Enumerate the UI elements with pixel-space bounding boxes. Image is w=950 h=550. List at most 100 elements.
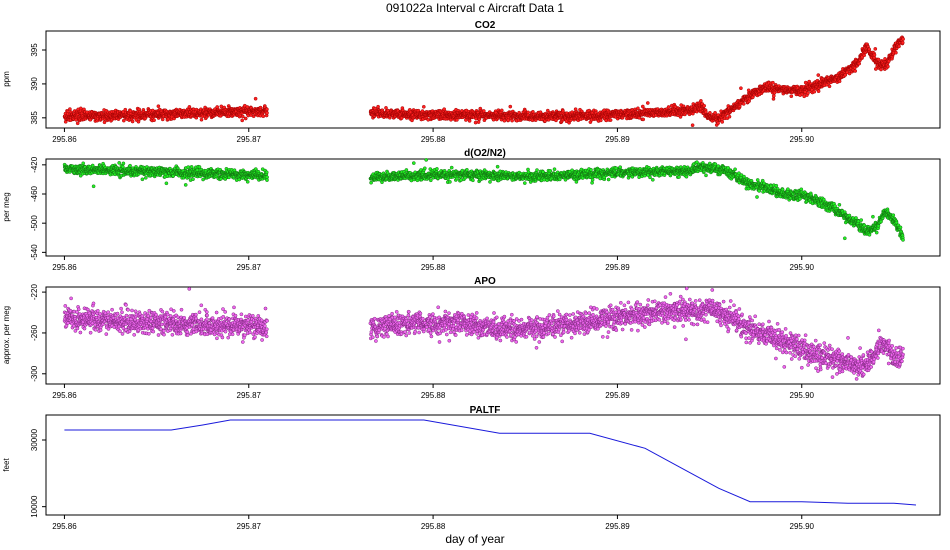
- y-tick-label: -500: [30, 215, 39, 232]
- data-point: [81, 161, 86, 166]
- data-point: [901, 37, 905, 41]
- panel-co2-title: CO2: [475, 20, 496, 31]
- data-point: [699, 99, 703, 103]
- data-point: [713, 110, 717, 115]
- data-point: [123, 107, 128, 112]
- data-point: [199, 117, 204, 122]
- data-point: [448, 180, 452, 184]
- data-point: [421, 104, 426, 109]
- data-point: [873, 47, 878, 51]
- data-point: [91, 184, 96, 189]
- data-point: [557, 177, 562, 182]
- data-point: [739, 86, 743, 91]
- x-tick-label: 295.88: [421, 263, 446, 272]
- data-point: [894, 50, 898, 55]
- data-point: [837, 79, 842, 84]
- data-point: [502, 118, 507, 123]
- data-point: [189, 165, 194, 169]
- data-point: [598, 118, 603, 123]
- data-point: [140, 177, 145, 182]
- data-point: [455, 176, 459, 181]
- data-point: [68, 107, 72, 111]
- data-point: [771, 97, 776, 101]
- data-point: [876, 57, 881, 62]
- data-point: [857, 61, 862, 66]
- data-point: [460, 168, 465, 173]
- panel-o2n2-title: d(O2/N2): [464, 148, 506, 159]
- panel-o2n2-ylabel: per meg: [2, 192, 11, 221]
- data-point: [636, 106, 640, 111]
- data-point: [240, 114, 245, 119]
- x-tick-label: 295.88: [421, 135, 446, 144]
- data-point: [422, 166, 427, 171]
- data-point: [120, 164, 125, 169]
- data-point: [666, 105, 671, 109]
- data-point: [191, 177, 195, 182]
- data-point: [645, 101, 650, 105]
- panel-co2-frame: [45, 30, 941, 129]
- data-point: [853, 69, 858, 73]
- data-point: [473, 120, 478, 125]
- data-point: [488, 180, 492, 184]
- data-point: [702, 103, 707, 108]
- data-point: [428, 178, 433, 183]
- data-point: [772, 90, 777, 95]
- data-point: [243, 116, 248, 121]
- data-point: [716, 121, 720, 126]
- data-point: [183, 183, 188, 187]
- data-point: [465, 167, 469, 172]
- data-point: [130, 119, 135, 124]
- data-point: [879, 67, 883, 72]
- data-point: [117, 161, 122, 165]
- x-tick-label: 295.87: [237, 263, 262, 272]
- data-point: [900, 40, 905, 45]
- data-point: [261, 114, 266, 119]
- data-point: [499, 108, 504, 113]
- x-tick-label: 295.86: [52, 135, 77, 144]
- data-point: [806, 91, 810, 96]
- data-point: [376, 104, 380, 109]
- data-point: [164, 181, 169, 186]
- data-point: [75, 121, 80, 126]
- data-point: [690, 123, 695, 128]
- data-point: [467, 119, 472, 123]
- data-point: [471, 178, 475, 183]
- data-point: [442, 107, 447, 112]
- data-point: [886, 64, 890, 69]
- panel-co2-marks: [62, 35, 905, 128]
- data-point: [253, 96, 258, 101]
- y-tick-label: -420: [30, 156, 39, 173]
- x-tick-label: 295.89: [605, 135, 630, 144]
- data-point: [548, 169, 553, 173]
- data-point: [160, 117, 165, 122]
- panel-co2: CO2 ppm 295.86 295.87 295.88 295.89 295.9038…: [2, 20, 941, 144]
- data-point: [897, 44, 901, 49]
- data-point: [449, 165, 454, 170]
- data-point: [136, 119, 141, 124]
- x-tick-label: 295.86: [52, 263, 77, 272]
- x-tick-label: 295.87: [237, 135, 262, 144]
- y-tick-label: 390: [30, 77, 39, 91]
- panel-o2n2-marks: [62, 158, 905, 242]
- data-point: [812, 89, 817, 94]
- data-point: [265, 111, 269, 115]
- data-point: [641, 117, 646, 122]
- data-point: [771, 94, 776, 98]
- data-point: [156, 104, 161, 109]
- y-tick-label: -460: [30, 185, 39, 202]
- data-point: [424, 158, 429, 162]
- x-tick-label: 295.89: [605, 263, 630, 272]
- data-point: [476, 120, 481, 124]
- data-point: [816, 73, 821, 77]
- x-tick-label: 295.90: [790, 135, 815, 144]
- data-point: [265, 107, 269, 112]
- data-point: [535, 168, 539, 172]
- data-point: [245, 105, 250, 109]
- data-point: [827, 84, 832, 89]
- data-point: [265, 175, 269, 180]
- data-point: [720, 120, 725, 124]
- panel-o2n2: d(O2/N2) per meg 295.86 295.87 295.88 295.8…: [2, 148, 941, 272]
- panel-co2-ylabel: ppm: [2, 71, 11, 87]
- data-point: [186, 165, 191, 169]
